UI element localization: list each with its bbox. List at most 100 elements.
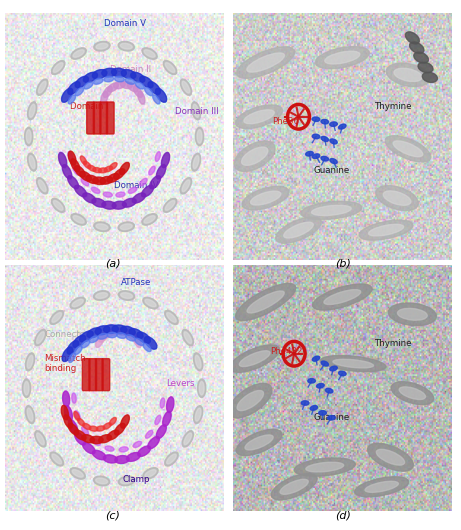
Ellipse shape — [75, 411, 80, 420]
Ellipse shape — [25, 353, 35, 371]
Ellipse shape — [123, 198, 136, 207]
Ellipse shape — [312, 134, 320, 139]
Ellipse shape — [418, 62, 433, 73]
Ellipse shape — [115, 423, 125, 435]
Ellipse shape — [126, 335, 136, 341]
FancyBboxPatch shape — [106, 102, 114, 134]
Ellipse shape — [338, 124, 346, 129]
Ellipse shape — [99, 332, 108, 342]
Ellipse shape — [114, 169, 125, 179]
Ellipse shape — [182, 81, 190, 93]
Ellipse shape — [77, 418, 85, 426]
Ellipse shape — [94, 476, 110, 485]
Ellipse shape — [89, 426, 98, 431]
Ellipse shape — [136, 82, 144, 89]
Ellipse shape — [68, 152, 73, 162]
Ellipse shape — [143, 343, 151, 351]
Ellipse shape — [75, 432, 86, 445]
Ellipse shape — [102, 68, 117, 77]
Ellipse shape — [234, 141, 275, 172]
Text: Mismatch-
binding: Mismatch- binding — [44, 354, 89, 373]
Ellipse shape — [325, 51, 360, 64]
Ellipse shape — [121, 69, 136, 79]
Ellipse shape — [53, 200, 63, 210]
Ellipse shape — [121, 478, 132, 484]
Ellipse shape — [73, 216, 84, 223]
Ellipse shape — [133, 335, 142, 348]
Ellipse shape — [312, 205, 351, 216]
Ellipse shape — [103, 329, 115, 338]
Ellipse shape — [71, 159, 80, 172]
Ellipse shape — [138, 91, 145, 104]
Ellipse shape — [96, 478, 107, 484]
Ellipse shape — [330, 139, 337, 144]
Ellipse shape — [383, 191, 411, 205]
Text: (c): (c) — [106, 510, 120, 520]
Ellipse shape — [143, 467, 158, 479]
Ellipse shape — [36, 433, 44, 445]
Ellipse shape — [105, 446, 114, 451]
Ellipse shape — [81, 179, 89, 186]
Ellipse shape — [50, 311, 64, 324]
Ellipse shape — [51, 198, 65, 213]
Ellipse shape — [306, 152, 313, 156]
Ellipse shape — [135, 338, 144, 346]
Ellipse shape — [70, 297, 85, 309]
Ellipse shape — [137, 332, 150, 343]
Ellipse shape — [59, 153, 67, 167]
Ellipse shape — [163, 411, 171, 426]
Ellipse shape — [414, 52, 428, 63]
Ellipse shape — [184, 332, 192, 343]
Ellipse shape — [83, 443, 95, 454]
Ellipse shape — [247, 53, 284, 72]
Ellipse shape — [397, 308, 427, 320]
Ellipse shape — [129, 329, 143, 339]
Ellipse shape — [99, 168, 107, 173]
Ellipse shape — [24, 382, 29, 395]
Ellipse shape — [90, 436, 103, 444]
Ellipse shape — [144, 50, 155, 57]
Ellipse shape — [72, 470, 83, 477]
Ellipse shape — [393, 141, 423, 157]
Text: Phe432: Phe432 — [270, 347, 302, 356]
Ellipse shape — [83, 161, 91, 169]
FancyBboxPatch shape — [83, 359, 90, 391]
Ellipse shape — [96, 293, 107, 298]
Ellipse shape — [121, 415, 130, 428]
FancyBboxPatch shape — [102, 359, 110, 391]
Ellipse shape — [195, 355, 201, 368]
Ellipse shape — [117, 333, 126, 338]
Ellipse shape — [119, 447, 128, 452]
Ellipse shape — [104, 325, 118, 333]
Ellipse shape — [330, 122, 337, 126]
Ellipse shape — [103, 86, 112, 98]
Ellipse shape — [89, 336, 99, 343]
Ellipse shape — [94, 291, 110, 301]
Ellipse shape — [156, 425, 166, 439]
Ellipse shape — [143, 297, 158, 309]
Ellipse shape — [103, 455, 118, 463]
Ellipse shape — [80, 331, 93, 342]
Ellipse shape — [25, 405, 35, 423]
Text: Levers: Levers — [166, 379, 195, 388]
Ellipse shape — [166, 454, 176, 464]
Ellipse shape — [199, 382, 204, 395]
Ellipse shape — [103, 423, 111, 429]
Ellipse shape — [146, 430, 153, 438]
Ellipse shape — [24, 127, 33, 146]
Ellipse shape — [142, 214, 157, 225]
Ellipse shape — [163, 198, 177, 213]
Ellipse shape — [74, 411, 80, 420]
Ellipse shape — [150, 175, 160, 189]
Ellipse shape — [112, 325, 127, 334]
Ellipse shape — [155, 416, 161, 425]
Ellipse shape — [93, 177, 106, 184]
Text: Domain III: Domain III — [175, 108, 219, 116]
Ellipse shape — [93, 450, 106, 460]
Ellipse shape — [128, 187, 137, 193]
Ellipse shape — [101, 91, 108, 104]
Text: ATPase: ATPase — [121, 278, 151, 287]
Ellipse shape — [113, 82, 125, 89]
Ellipse shape — [104, 76, 114, 82]
Ellipse shape — [409, 42, 424, 54]
